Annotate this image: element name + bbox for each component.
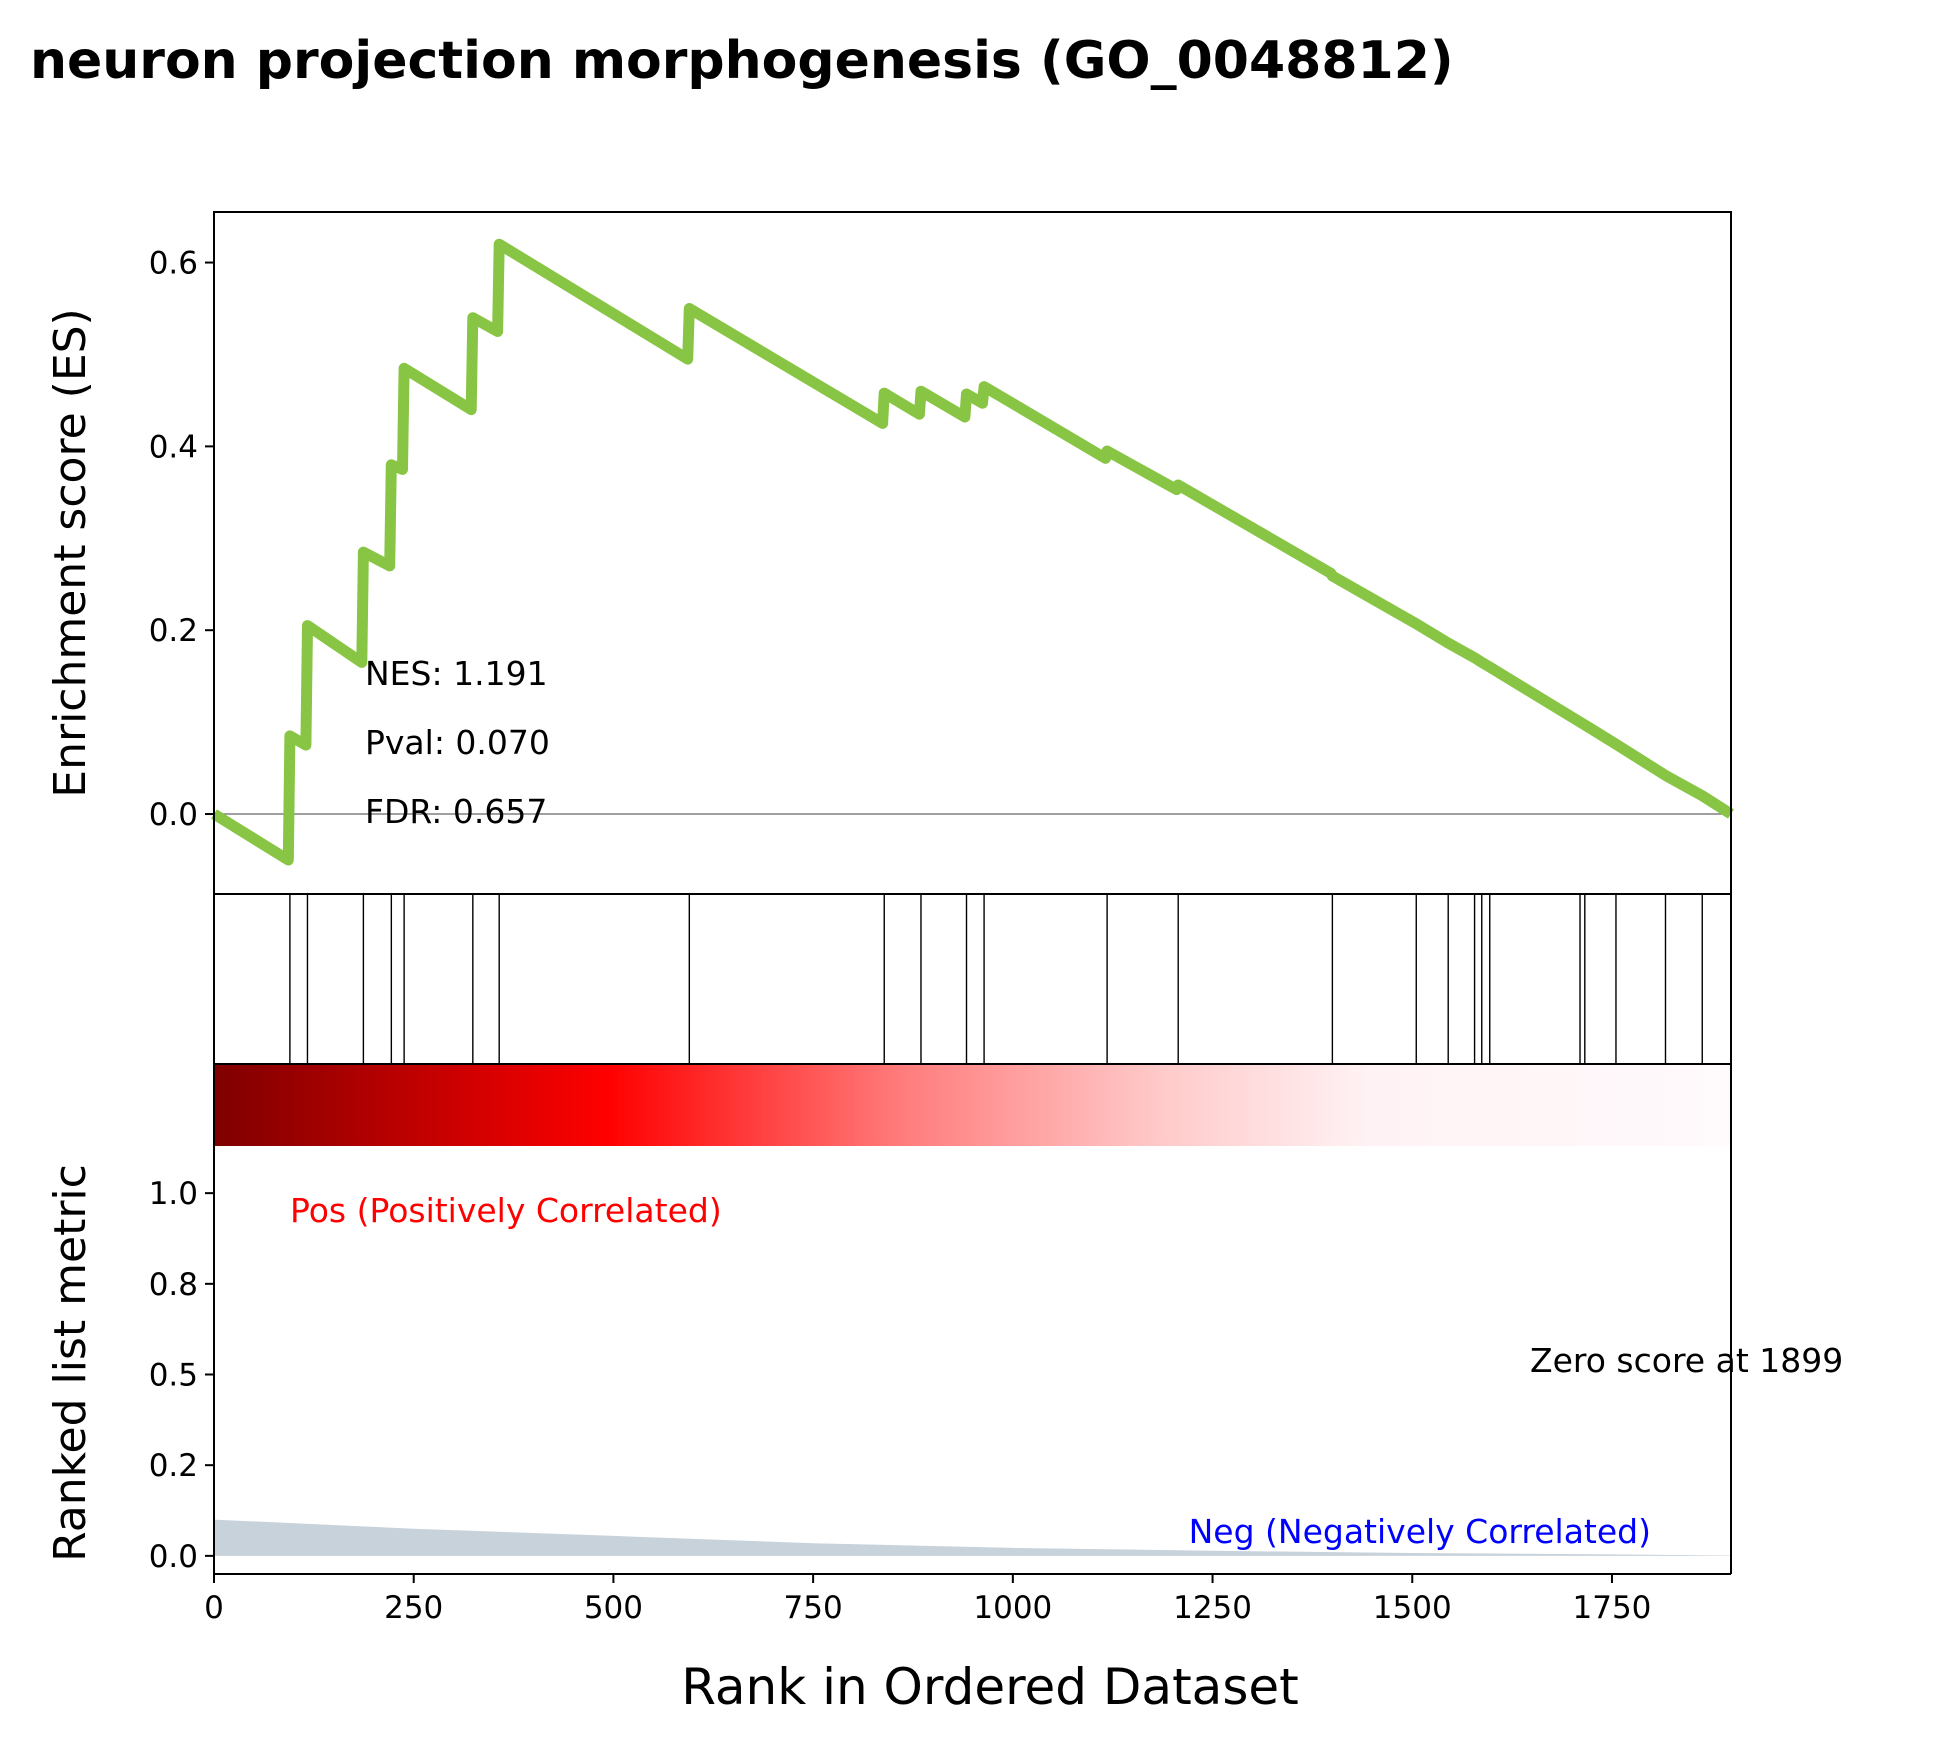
nes-annotation: NES: 1.191 <box>365 654 548 693</box>
pval-annotation: Pval: 0.070 <box>365 723 550 762</box>
x-tick-label: 0 <box>204 1590 224 1626</box>
rank-metric-area <box>214 1519 1731 1556</box>
rank-ytick-label: 0.2 <box>149 1448 198 1484</box>
es-panel: 0.0 0.2 0.4 0.6 NES: 1.191 Pval: 0.070 FDR:… <box>45 211 1734 895</box>
x-tick-label: 1500 <box>1373 1590 1452 1626</box>
x-tick-label: 750 <box>784 1590 843 1626</box>
x-tick-label: 1250 <box>1173 1590 1252 1626</box>
rank-heatmap <box>214 1064 1731 1146</box>
x-tick-label: 250 <box>384 1590 443 1626</box>
es-ytick-label: 0.0 <box>149 797 198 833</box>
es-curve <box>211 238 1734 866</box>
fdr-annotation: FDR: 0.657 <box>365 792 547 831</box>
x-tick-label: 500 <box>584 1590 643 1626</box>
x-axis-label: Rank in Ordered Dataset <box>681 1658 1298 1716</box>
rank-ylabel: Ranked list metric <box>45 1164 96 1562</box>
x-tick-label: 1000 <box>973 1590 1052 1626</box>
rank-ytick-label: 0.0 <box>149 1539 198 1575</box>
es-ytick-label: 0.6 <box>149 246 198 282</box>
hits-panel-frame <box>213 893 1732 1065</box>
rank-ytick-label: 1.0 <box>149 1176 198 1212</box>
hits-panel <box>213 893 1732 1065</box>
rank-ytick-label: 0.8 <box>149 1267 198 1303</box>
es-ytick-label: 0.4 <box>149 429 198 465</box>
rank-panel: 0.0 0.2 0.5 0.8 1.0 Pos (Positively Correlat… <box>45 1063 1843 1716</box>
zero-score-label: Zero score at 1899 <box>1530 1341 1843 1380</box>
neg-label: Neg (Negatively Correlated) <box>1189 1512 1651 1551</box>
rank-ytick-label: 0.5 <box>149 1358 198 1394</box>
chart-title: neuron projection morphogenesis (GO_0048… <box>30 31 1454 91</box>
es-ylabel: Enrichment score (ES) <box>45 308 96 797</box>
es-ytick-label: 0.2 <box>149 613 198 649</box>
x-tick-label: 1750 <box>1573 1590 1652 1626</box>
pos-label: Pos (Positively Correlated) <box>290 1191 722 1230</box>
